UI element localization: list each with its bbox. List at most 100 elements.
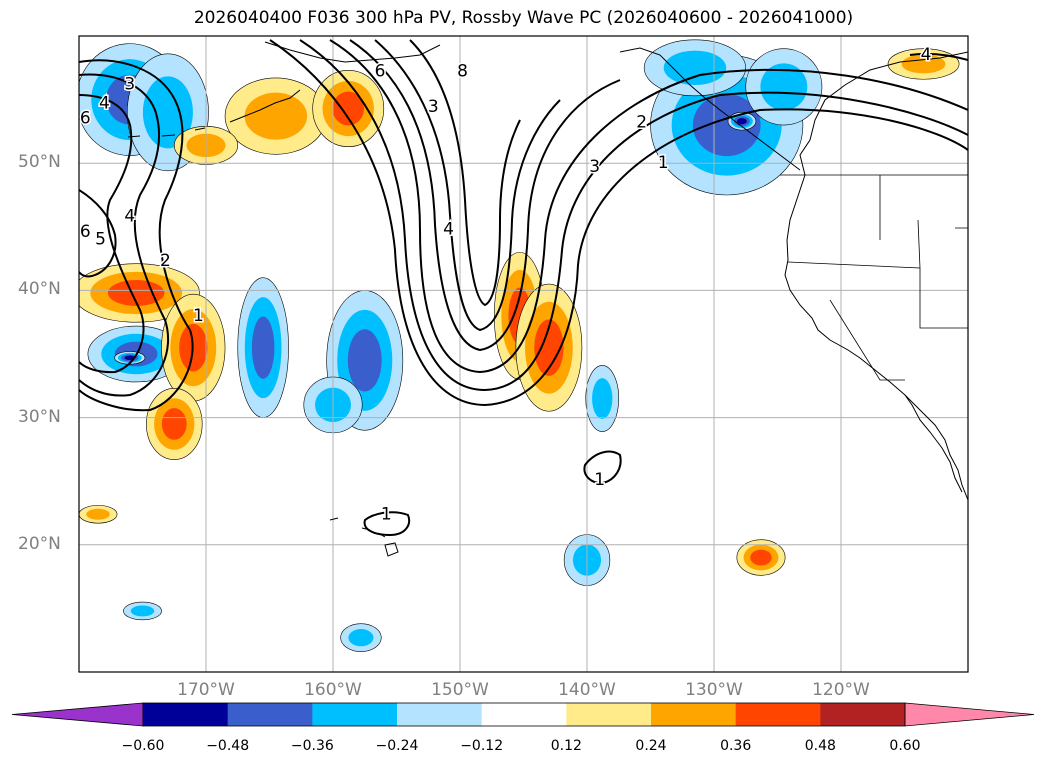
anomaly-level	[348, 629, 374, 647]
colorbar-segment	[735, 703, 821, 726]
pv-contour-low-hawaii	[363, 511, 410, 537]
anomaly-blob	[79, 263, 200, 323]
longitude-label: 160°W	[304, 680, 362, 700]
longitude-label: 140°W	[558, 680, 616, 700]
contour-label: 4	[921, 45, 932, 65]
baja-peninsula	[904, 394, 963, 493]
contour-label: 3	[124, 74, 135, 94]
colorbar-segment	[566, 703, 652, 726]
anomaly-level	[750, 549, 772, 566]
colorbar-tick-label: 0.48	[804, 738, 836, 754]
anomaly-level	[161, 408, 187, 440]
colorbar-extend-min	[11, 702, 144, 727]
colorbar-segment	[312, 703, 398, 726]
anomaly-level	[692, 93, 761, 157]
contour-label: 3	[589, 157, 600, 177]
anomaly-blob	[745, 48, 823, 126]
colorbar-tick-label: −0.60	[121, 738, 165, 754]
anomaly-level	[251, 316, 275, 379]
anomaly-blob	[237, 277, 289, 418]
contour-label: 4	[124, 207, 135, 227]
colorbar-segment	[397, 703, 483, 726]
anomaly-level	[737, 118, 747, 125]
anomaly-blob	[146, 388, 203, 460]
pv-contour-ne-corner	[909, 52, 968, 61]
contour-label: 1	[193, 306, 204, 326]
pv-contour-west-4	[79, 189, 117, 278]
rossby-wave-anomaly-field	[79, 39, 960, 652]
contour-label: 1	[658, 153, 669, 173]
latitude-label: 30°N	[18, 406, 61, 427]
anomaly-level	[592, 378, 613, 419]
anomaly-blob	[224, 77, 327, 155]
anomaly-level	[760, 63, 808, 111]
pv-contour-west-1	[79, 59, 194, 412]
colorbar-tick-label: −0.12	[460, 738, 504, 754]
anomaly-level	[142, 76, 193, 149]
pv-contour-trough-3	[269, 39, 968, 407]
anomaly-blob	[79, 505, 118, 524]
anomaly-blob	[887, 48, 960, 80]
colorbar-tick-label: −0.24	[375, 738, 419, 754]
contour-label: 6	[80, 109, 91, 129]
anomaly-level	[534, 319, 564, 376]
contour-label: 1	[381, 504, 392, 524]
colorbar-tick-label: 0.24	[635, 738, 667, 754]
aleutian-islands	[127, 89, 301, 138]
state-borders	[780, 174, 968, 381]
contour-label: 2	[636, 112, 647, 132]
longitude-label: 120°W	[812, 680, 870, 700]
contour-label: 6	[375, 62, 386, 82]
contour-label: 4	[99, 93, 110, 113]
map-title: 2026040400 F036 300 hPa PV, Rossby Wave …	[193, 8, 854, 28]
north-america-coastline	[784, 51, 968, 501]
pv-contours	[79, 39, 968, 537]
colorbar-extend-max	[904, 702, 1035, 727]
anomaly-level	[663, 50, 727, 86]
pv-contour-west-2	[79, 73, 170, 397]
colorbar	[11, 702, 1035, 727]
longitude-label: 170°W	[177, 680, 235, 700]
colorbar-tick-label: 0.60	[889, 738, 921, 754]
colorbar-segment	[651, 703, 737, 726]
anomaly-level	[86, 508, 110, 520]
pv-contour-west-3	[79, 94, 145, 374]
anomaly-level	[244, 92, 308, 140]
pv-contour-trough-6	[409, 39, 521, 307]
latitude-label: 50°N	[18, 152, 61, 173]
colorbar-tick-label: 0.36	[720, 738, 752, 754]
pv-contour-trough-4	[349, 39, 621, 352]
anomaly-blob	[312, 70, 385, 147]
latitude-label: 40°N	[18, 279, 61, 300]
contour-label: 3	[428, 97, 439, 117]
anomaly-blob	[123, 601, 162, 621]
anomaly-blob	[585, 365, 620, 432]
coastlines	[127, 41, 968, 557]
longitude-label: 150°W	[431, 680, 489, 700]
anomaly-level	[347, 329, 382, 392]
colorbar-frame	[142, 702, 906, 727]
anomaly-blob	[643, 39, 747, 97]
contour-label: 4	[443, 219, 454, 239]
colorbar-tick-label: −0.36	[290, 738, 334, 754]
pv-contour-low-subtropical	[583, 450, 622, 485]
contour-label: 5	[95, 230, 106, 250]
contour-label: 2	[160, 251, 171, 271]
anomaly-blob	[736, 539, 786, 576]
latitude-label: 20°N	[18, 533, 61, 554]
anomaly-blob	[340, 623, 382, 652]
colorbar-segment	[481, 703, 567, 726]
contour-label: 8	[457, 62, 468, 82]
graticule	[79, 36, 968, 672]
map-border	[78, 35, 969, 673]
pv-contour-trough-5	[374, 39, 561, 332]
contour-label: 6	[80, 222, 91, 242]
longitude-label: 130°W	[685, 680, 743, 700]
contour-label: 1	[594, 470, 605, 490]
anomaly-level	[130, 605, 155, 617]
colorbar-tick-label: 0.12	[550, 738, 582, 754]
anomaly-level	[901, 54, 946, 74]
